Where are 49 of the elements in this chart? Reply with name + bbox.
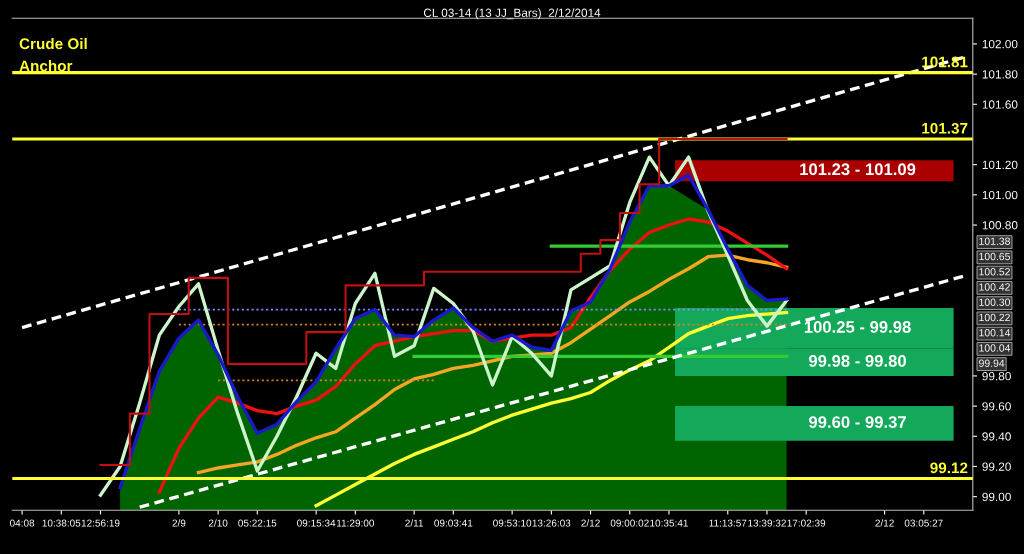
annotation: Crude Oil — [19, 37, 87, 50]
x-tick-label: 12:56:19 — [81, 519, 120, 527]
chart-title: CL 03-14 (13 JJ_Bars) 2/12/2014 — [423, 8, 601, 20]
x-tick-label: 10:38:05 — [42, 519, 81, 527]
annotation: Anchor — [19, 60, 73, 72]
y-tick-label: 101.60 — [982, 100, 1018, 109]
ref-line-label: 101.37 — [922, 122, 968, 134]
text: 100.14 — [979, 329, 1011, 337]
x-tick-label: 13:39:32 — [748, 519, 786, 527]
y-tick-label: 101.20 — [982, 160, 1018, 170]
y-tick-label: 100.80 — [982, 221, 1018, 230]
x-tick-label: 11:29:00 — [337, 519, 375, 527]
text: 101.38 — [979, 237, 1010, 245]
x-tick-label: 2/10 — [208, 519, 228, 527]
ref-line-label: 99.12 — [930, 462, 968, 474]
x-tick-label: 11:13:57 — [709, 519, 747, 527]
y-tick-label: 99.80 — [982, 371, 1011, 381]
x-tick-label: 17:02:39 — [787, 519, 826, 527]
x-tick-label: 2/11 — [405, 519, 424, 527]
y-tick-label: 101.00 — [982, 190, 1018, 200]
x-tick-label: 09:00:02 — [610, 519, 649, 527]
x-tick-label: 10:35:41 — [650, 519, 688, 527]
y-tick-label: 101.80 — [982, 70, 1018, 79]
x-tick-label: 03:05:27 — [904, 519, 943, 527]
x-tick-label: 2/12 — [581, 519, 600, 527]
x-tick-label: 09:03:41 — [434, 519, 473, 527]
x-tick-label: 13:26:03 — [532, 519, 571, 527]
x-tick-label: 04:08 — [9, 519, 35, 527]
y-tick-label: 99.40 — [982, 432, 1011, 441]
y-tick-label: 102.00 — [982, 39, 1018, 49]
x-tick-label: 09:53:10 — [493, 519, 532, 527]
band-label: 101.23 - 101.09 — [800, 163, 916, 176]
y-tick-label: 99.20 — [982, 462, 1011, 471]
text: 100.65 — [979, 252, 1010, 261]
text: 100.22 — [979, 313, 1010, 322]
band-label: 99.60 - 99.37 — [809, 416, 906, 428]
x-tick-label: 2/9 — [172, 519, 186, 527]
x-tick-label: 09:15:34 — [297, 519, 336, 527]
text: 99.94 — [979, 359, 1005, 367]
text: 100.04 — [979, 344, 1011, 352]
text: 100.30 — [979, 298, 1011, 306]
band-label: 99.98 - 99.80 — [809, 355, 906, 367]
y-tick-label: 99.00 — [982, 492, 1011, 502]
text: 100.52 — [979, 268, 1010, 276]
x-tick-label: 05:22:15 — [238, 519, 277, 527]
x-tick-label: 2/12 — [875, 519, 894, 527]
band-label: 100.25 - 99.98 — [804, 321, 911, 333]
y-tick-label: 99.60 — [982, 402, 1011, 411]
text: 100.42 — [979, 283, 1010, 291]
